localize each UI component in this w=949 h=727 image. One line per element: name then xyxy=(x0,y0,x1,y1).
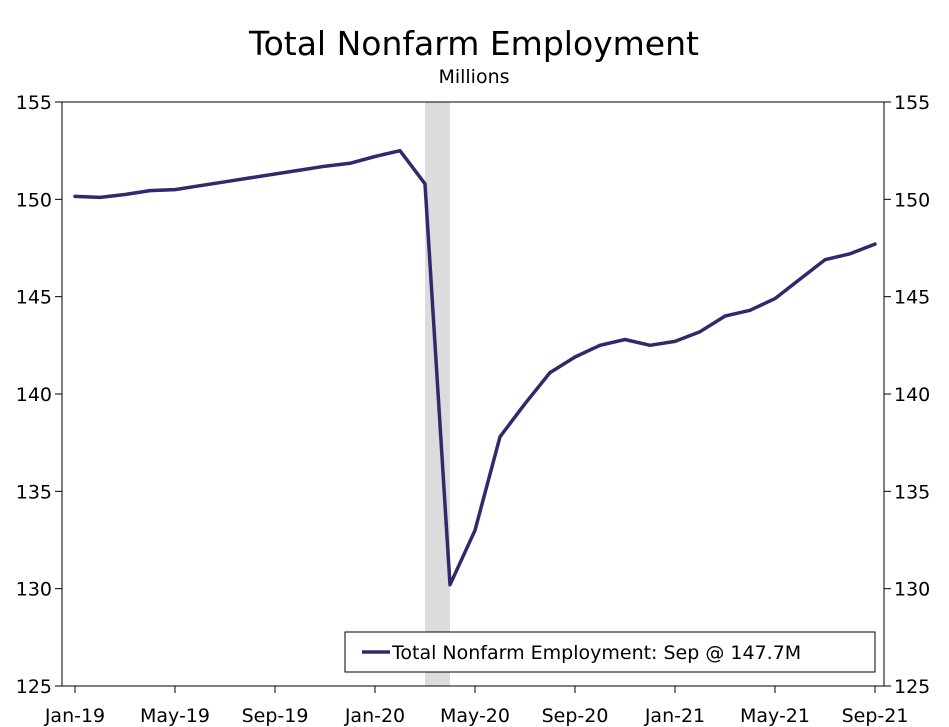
x-tick-label: Jan-19 xyxy=(44,705,105,727)
y-tick-left-label: 125 xyxy=(16,676,52,698)
y-tick-right-label: 130 xyxy=(894,579,930,601)
y-tick-right-label: 155 xyxy=(894,92,930,114)
chart-subtitle: Millions xyxy=(438,66,509,88)
y-tick-right-label: 135 xyxy=(894,481,930,503)
x-tick-label: May-21 xyxy=(740,705,810,727)
x-axis-ticks: Jan-19 May-19 Sep-19 Jan-20 May-20 Sep-20 Jan-… xyxy=(44,686,909,727)
legend-label: Total Nonfarm Employment: Sep @ 147.7M xyxy=(391,642,801,664)
legend: Total Nonfarm Employment: Sep @ 147.7M xyxy=(344,631,876,673)
y-tick-left-label: 155 xyxy=(16,92,52,114)
series-line-total-nonfarm xyxy=(73,148,877,587)
y-tick-left-label: 135 xyxy=(16,481,52,503)
y-tick-left-label: 140 xyxy=(16,384,52,406)
x-tick-label: Jan-20 xyxy=(344,705,405,727)
y-tick-right-label: 145 xyxy=(894,287,930,309)
chart-title: Total Nonfarm Employment xyxy=(248,24,699,63)
x-tick-label: Sep-20 xyxy=(542,705,609,727)
x-tick-label: Sep-19 xyxy=(242,705,309,727)
y-tick-left-label: 145 xyxy=(16,287,52,309)
x-tick-label: May-19 xyxy=(140,705,210,727)
y-tick-left-label: 150 xyxy=(16,189,52,211)
y-tick-right-label: 125 xyxy=(894,676,930,698)
x-tick-label: May-20 xyxy=(440,705,510,727)
series-layer xyxy=(73,148,877,587)
y-tick-left-label: 130 xyxy=(16,579,52,601)
y-axis-ticks: 125 125 130 130 135 135 140 140 145 145 150 150 155 1… xyxy=(16,92,931,698)
legend-box xyxy=(344,631,876,673)
y-tick-right-label: 140 xyxy=(894,384,930,406)
y-tick-right-label: 150 xyxy=(894,189,930,211)
x-tick-label: Sep-21 xyxy=(842,705,909,727)
x-tick-label: Jan-21 xyxy=(644,705,705,727)
